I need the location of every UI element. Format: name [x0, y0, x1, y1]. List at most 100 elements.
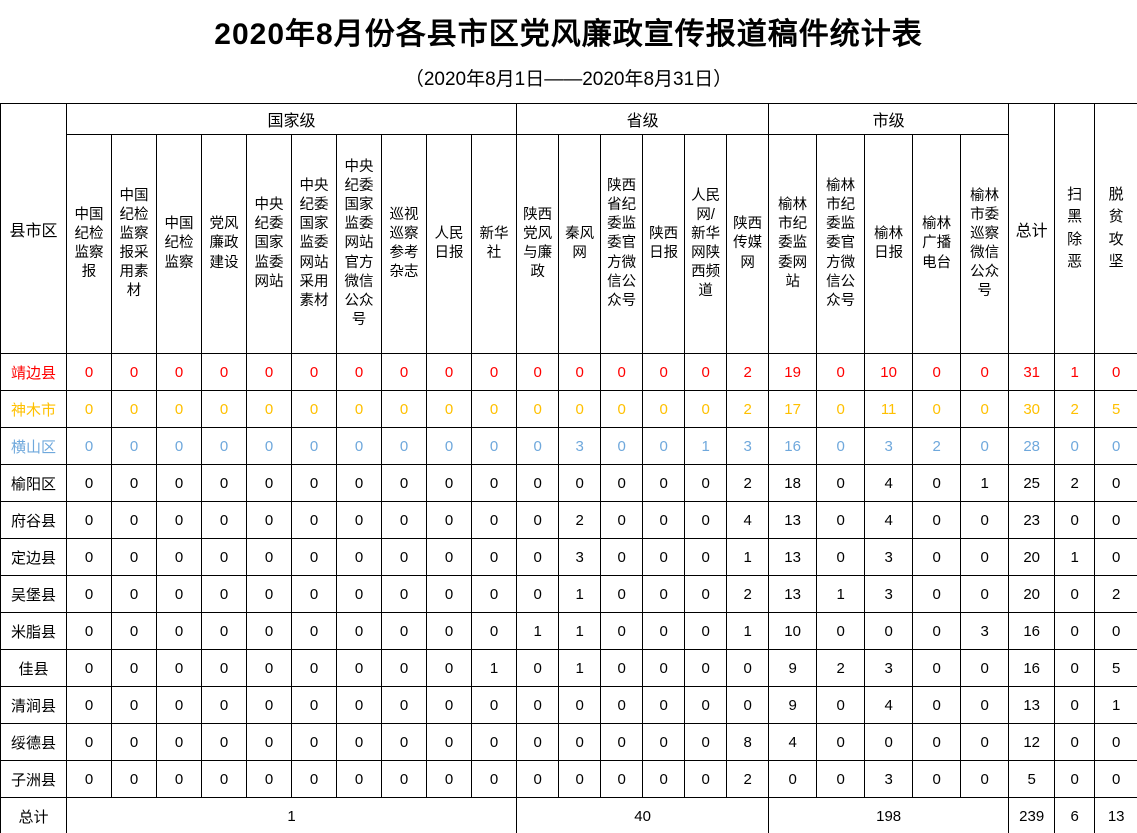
data-cell: 13: [768, 575, 818, 613]
tuopin-cell: 2: [1094, 575, 1137, 613]
data-cell: 3: [558, 427, 602, 465]
data-cell: 2: [912, 427, 962, 465]
data-cell: 0: [156, 649, 202, 687]
column-header-1-text: 中国纪检监察报采用素材: [119, 187, 149, 300]
data-cell: 0: [558, 723, 602, 761]
data-cell: 0: [336, 723, 382, 761]
row-label-text: 府谷县: [10, 512, 56, 530]
column-header-15-text: 陕西传媒网: [733, 216, 763, 271]
data-cell: 0: [426, 575, 472, 613]
data-cell: 0: [600, 575, 644, 613]
data-cell: 4: [864, 464, 914, 502]
data-cell: 0: [246, 353, 292, 391]
data-cell: 8: [726, 723, 770, 761]
data-cell: 0: [912, 464, 962, 502]
data-cell: 0: [291, 427, 337, 465]
data-cell: 0: [684, 390, 728, 428]
data-cell: 0: [684, 723, 728, 761]
row-label-text: 靖边县: [10, 364, 56, 382]
data-cell: 0: [111, 464, 157, 502]
data-cell: 0: [426, 649, 472, 687]
data-cell: 0: [684, 612, 728, 650]
column-header-18: 榆林日报: [864, 134, 914, 354]
data-cell: 0: [246, 390, 292, 428]
data-cell: 0: [156, 686, 202, 724]
data-cell: 0: [156, 760, 202, 798]
column-header-4: 中央纪委国家监委网站: [246, 134, 292, 354]
column-header-3: 党风廉政建设: [201, 134, 247, 354]
data-cell: 0: [912, 686, 962, 724]
tuopin-cell: 0: [1094, 427, 1137, 465]
corner-header: 县市区: [0, 103, 67, 354]
data-cell: 13: [768, 538, 818, 576]
data-cell: 0: [111, 686, 157, 724]
data-cell: 0: [201, 501, 247, 539]
data-cell: 13: [768, 501, 818, 539]
row-total-cell: 16: [1008, 612, 1056, 650]
row-label: 定边县: [0, 538, 67, 576]
data-cell: 0: [470, 612, 518, 650]
data-cell: 0: [291, 686, 337, 724]
data-cell: 0: [246, 464, 292, 502]
column-header-12: 陕西省纪委监委官方微信公众号: [600, 134, 644, 354]
tuopin-cell: 0: [1094, 501, 1137, 539]
summary-column-header-1-text: 扫黑除恶: [1067, 185, 1083, 271]
footer-group-total-1: 40: [516, 797, 770, 833]
row-label: 清涧县: [0, 686, 67, 724]
data-cell: 0: [516, 649, 560, 687]
data-cell: 0: [426, 612, 472, 650]
data-cell: 0: [66, 686, 112, 724]
data-cell: 0: [336, 390, 382, 428]
data-cell: 0: [291, 538, 337, 576]
data-cell: 0: [426, 501, 472, 539]
data-cell: 0: [600, 427, 644, 465]
column-header-2: 中国纪检监察: [156, 134, 202, 354]
data-cell: 0: [66, 501, 112, 539]
data-cell: 0: [558, 686, 602, 724]
data-cell: 0: [111, 390, 157, 428]
row-total-cell: 31: [1008, 353, 1056, 391]
column-header-3-text: 党风廉政建设: [209, 216, 239, 271]
data-cell: 0: [381, 353, 427, 391]
data-cell: 3: [864, 538, 914, 576]
data-cell: 1: [558, 649, 602, 687]
saohei-cell: 0: [1054, 760, 1096, 798]
data-cell: 2: [726, 464, 770, 502]
data-cell: 0: [684, 575, 728, 613]
saohei-cell: 1: [1054, 538, 1096, 576]
data-cell: 0: [336, 464, 382, 502]
data-cell: 0: [816, 612, 866, 650]
data-cell: 0: [201, 353, 247, 391]
footer-saohei-total: 6: [1054, 797, 1096, 833]
tuopin-cell: 0: [1094, 760, 1137, 798]
data-cell: 0: [558, 353, 602, 391]
data-cell: 0: [201, 612, 247, 650]
column-header-0-text: 中国纪检监察报: [74, 206, 104, 281]
page-subtitle: （2020年8月1日——2020年8月31日）: [404, 69, 733, 90]
data-cell: 0: [201, 427, 247, 465]
row-label-text: 榆阳区: [10, 475, 56, 493]
footer-group-total-2: 198: [768, 797, 1010, 833]
data-cell: 0: [201, 723, 247, 761]
data-cell: 17: [768, 390, 818, 428]
data-cell: 0: [960, 760, 1010, 798]
data-cell: 0: [66, 390, 112, 428]
page-title: 2020年8月份各县市区党风廉政宣传报道稿件统计表: [214, 18, 923, 51]
column-header-5-text: 中央纪委国家监委网站采用素材: [299, 178, 329, 309]
row-total-cell: 23: [1008, 501, 1056, 539]
data-cell: 0: [381, 575, 427, 613]
data-cell: 0: [381, 760, 427, 798]
row-label: 横山区: [0, 427, 67, 465]
data-cell: 0: [381, 501, 427, 539]
group-header-1: 省级: [516, 103, 770, 135]
data-cell: 0: [516, 723, 560, 761]
table-row-靖边县: 靖边县 0 0 0 0 0 0 0 0 0 0 0 0 0 0 0 2 19 0 10 0 0 31 1 0: [0, 353, 1137, 391]
column-header-20-text: 榆林市委巡察微信公众号: [970, 187, 1000, 300]
data-cell: 0: [960, 538, 1010, 576]
data-cell: 3: [960, 612, 1010, 650]
column-header-17: 榆林市纪委监委官方微信公众号: [816, 134, 866, 354]
data-cell: 0: [726, 686, 770, 724]
footer-label: 总计: [0, 797, 67, 833]
data-cell: 0: [600, 390, 644, 428]
data-cell: 0: [642, 353, 686, 391]
